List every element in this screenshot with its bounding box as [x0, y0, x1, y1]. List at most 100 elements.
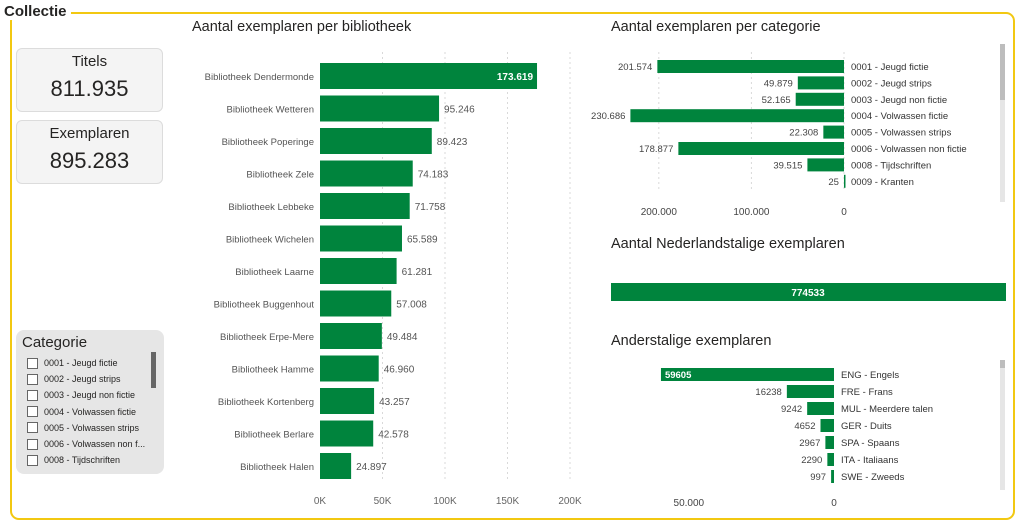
data-label: 57.008: [396, 300, 427, 311]
data-label: 2290: [801, 455, 822, 466]
data-label: 74.183: [418, 170, 449, 181]
data-label: 25: [828, 177, 839, 188]
category-label: Bibliotheek Wetteren: [227, 105, 315, 116]
bar: [611, 283, 1006, 301]
data-label: 9242: [781, 404, 802, 415]
taal-scrollbar-thumb[interactable]: [1000, 360, 1005, 368]
bar: [825, 436, 834, 449]
bar: [843, 174, 846, 188]
checkbox[interactable]: [27, 454, 38, 466]
bar: [630, 109, 844, 123]
kpi-card-titels: Titels 811.935: [16, 48, 163, 112]
bar: [320, 193, 410, 219]
category-label: Bibliotheek Halen: [240, 462, 314, 473]
slicer-item[interactable]: 0004 - Volwassen fictie: [22, 404, 158, 420]
category-label: 0009 - Kranten: [851, 177, 914, 188]
category-label: 0005 - Volwassen strips: [851, 128, 952, 139]
data-label: 89.423: [437, 137, 468, 148]
data-label: 43.257: [379, 397, 410, 408]
data-label: 71.758: [415, 202, 446, 213]
x-tick-label: 0: [831, 498, 837, 509]
data-label: 2967: [799, 438, 820, 449]
bar: [320, 128, 432, 154]
bar: [797, 76, 844, 90]
bar: [320, 258, 397, 284]
slicer-list: 0001 - Jeugd fictie 0002 - Jeugd strips 00…: [22, 355, 158, 468]
bar: [831, 470, 834, 483]
kpi-value: 811.935: [50, 76, 129, 101]
chart-title-nederlandstalig: Aantal Nederlandstalige exemplaren: [611, 236, 845, 252]
slicer-item[interactable]: 0006 - Volwassen non f...: [22, 436, 158, 452]
bar: [320, 63, 538, 89]
category-label: Bibliotheek Zele: [246, 170, 314, 181]
x-tick-label: 100K: [433, 496, 457, 507]
data-label: 95.246: [444, 105, 475, 116]
category-label: ITA - Italiaans: [841, 455, 899, 466]
data-label: 173.619: [497, 72, 534, 83]
x-tick-label: 50K: [374, 496, 392, 507]
category-label: MUL - Meerdere talen: [841, 404, 933, 415]
report-frame: [10, 12, 1015, 520]
category-label: Bibliotheek Laarne: [235, 267, 314, 278]
bar: [660, 368, 834, 381]
bar: [320, 95, 440, 122]
categorie-scrollbar-track[interactable]: [1000, 44, 1005, 202]
bar: [320, 323, 382, 349]
bar: [827, 453, 834, 466]
category-label: Bibliotheek Kortenberg: [218, 397, 314, 408]
checkbox[interactable]: [27, 373, 38, 385]
bar: [657, 60, 844, 73]
slicer-item-label: 0006 - Volwassen non f...: [44, 439, 146, 450]
kpi-label: Exemplaren: [49, 125, 130, 142]
data-label: 52.165: [762, 95, 791, 106]
category-label: Bibliotheek Hamme: [232, 365, 314, 376]
checkbox[interactable]: [27, 422, 38, 434]
data-label: 4652: [794, 421, 815, 432]
data-label: 46.960: [384, 365, 415, 376]
bar: [320, 355, 379, 382]
bar: [823, 125, 844, 139]
category-label: 0004 - Volwassen fictie: [851, 111, 948, 122]
category-label: 0001 - Jeugd fictie: [851, 62, 929, 73]
category-label: ENG - Engels: [841, 370, 899, 381]
checkbox[interactable]: [27, 357, 38, 369]
slicer-item-label: 0001 - Jeugd fictie: [44, 358, 118, 369]
slicer-item[interactable]: 0002 - Jeugd strips: [22, 371, 158, 387]
category-label: Bibliotheek Berlare: [234, 430, 314, 441]
bar: [320, 453, 352, 479]
slicer-scrollbar[interactable]: [151, 352, 156, 388]
x-tick-label: 200K: [558, 496, 582, 507]
x-tick-label: 150K: [496, 496, 520, 507]
data-label: 65.589: [407, 235, 438, 246]
x-tick-label: 0K: [314, 496, 327, 507]
bar: [320, 290, 392, 317]
category-label: Bibliotheek Lebbeke: [228, 202, 314, 213]
slicer-item-label: 0004 - Volwassen fictie: [44, 406, 137, 417]
checkbox[interactable]: [27, 406, 38, 418]
slicer-item[interactable]: 0003 - Jeugd non fictie: [22, 387, 158, 403]
chart-title-anderstalig: Anderstalige exemplaren: [611, 333, 772, 349]
categorie-scrollbar-thumb[interactable]: [1000, 44, 1005, 100]
bar: [820, 419, 834, 432]
slicer-title: Categorie: [22, 334, 88, 351]
category-label: Bibliotheek Buggenhout: [214, 300, 315, 311]
bar: [807, 402, 834, 415]
data-label: 774533: [791, 288, 825, 299]
checkbox[interactable]: [27, 389, 38, 401]
x-tick-label: 100.000: [733, 207, 770, 218]
slicer-item[interactable]: 0008 - Tijdschriften: [22, 452, 158, 468]
category-label: Bibliotheek Poperinge: [222, 137, 314, 148]
taal-scrollbar-track[interactable]: [1000, 360, 1005, 490]
bar: [678, 142, 844, 155]
checkbox[interactable]: [27, 438, 38, 450]
category-label: SPA - Spaans: [841, 438, 900, 449]
category-label: 0002 - Jeugd strips: [851, 78, 932, 89]
data-label: 201.574: [618, 62, 652, 73]
category-slicer: Categorie 0001 - Jeugd fictie 0002 - Jeug…: [16, 330, 164, 474]
slicer-item[interactable]: 0001 - Jeugd fictie: [22, 355, 158, 371]
category-label: FRE - Frans: [841, 387, 893, 398]
data-label: 997: [810, 472, 826, 483]
slicer-item[interactable]: 0005 - Volwassen strips: [22, 420, 158, 436]
kpi-value: 895.283: [49, 148, 130, 173]
